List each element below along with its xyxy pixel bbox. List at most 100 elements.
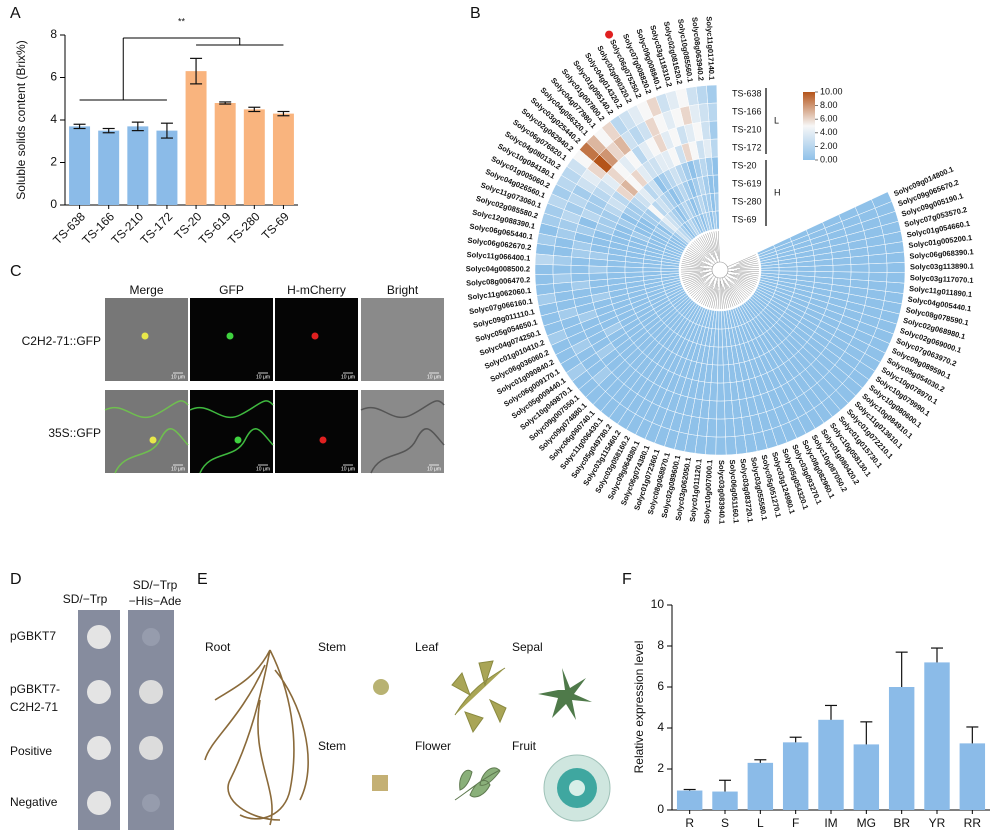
dendrogram <box>724 289 730 309</box>
dendrogram <box>697 237 716 264</box>
dendrogram <box>695 283 710 301</box>
x-tick-label: RR <box>964 816 982 830</box>
dendrogram <box>722 286 728 309</box>
micrograph <box>105 298 188 381</box>
y-axis-label: Soluble solids content (Brix%) <box>14 40 28 199</box>
stem-photo <box>372 775 388 791</box>
dendrogram <box>681 271 713 277</box>
dendrogram <box>720 280 723 309</box>
cell-outline <box>104 400 189 474</box>
dendrogram <box>738 256 757 264</box>
heat-cell <box>868 262 888 273</box>
dendrogram <box>699 276 716 304</box>
dendrogram <box>728 280 745 301</box>
dendrogram <box>733 260 758 267</box>
row-label: pGBKT7- <box>10 682 60 696</box>
dendrogram <box>701 279 715 305</box>
heat-cell <box>570 256 590 267</box>
heat-cell <box>814 265 834 272</box>
heat-cell <box>570 265 590 275</box>
dendrogram <box>705 233 717 260</box>
colorbar-label: 0.00 <box>820 154 838 164</box>
heat-cell <box>606 266 626 274</box>
bar <box>69 126 91 205</box>
heat-cell <box>706 418 717 438</box>
cell-outline <box>189 400 274 474</box>
dendrogram <box>723 280 734 307</box>
colorbar-label: 2.00 <box>820 141 838 151</box>
photo-label: Stem <box>318 640 346 654</box>
dendrogram <box>727 273 756 287</box>
heat-cell <box>717 364 725 384</box>
row-label: C2H2-71 <box>10 700 58 714</box>
significance: ** <box>178 16 186 26</box>
scale-bar-label: 10 μm <box>256 374 270 380</box>
dendrogram <box>727 285 738 306</box>
dendrogram <box>726 278 744 302</box>
dendrogram <box>734 278 754 291</box>
dendrogram <box>681 267 710 270</box>
dendrogram <box>730 262 759 269</box>
sepal-photo <box>538 668 592 720</box>
x-tick-label: YR <box>929 816 946 830</box>
dendrogram <box>685 250 706 262</box>
bar <box>924 662 950 810</box>
ring-label: TS-69 <box>732 214 757 224</box>
x-tick-label: L <box>757 816 764 830</box>
colorbar-label: 6.00 <box>820 114 838 124</box>
dendrogram <box>692 277 713 298</box>
flower-photo <box>454 767 501 801</box>
x-tick-label: F <box>792 816 799 830</box>
bar <box>782 742 809 810</box>
y-tick-label: 6 <box>50 70 57 84</box>
bar <box>712 791 738 810</box>
column-header: H-mCherry <box>287 283 346 297</box>
row-label: C2H2-71::GFP <box>22 334 101 348</box>
heat-cell <box>886 272 906 284</box>
row-label: pGBKT7 <box>10 629 56 643</box>
ring-label: TS-638 <box>732 88 762 98</box>
panel-label: F <box>622 571 632 588</box>
heat-cell <box>588 265 608 274</box>
dendrogram <box>689 245 714 266</box>
cell-outline <box>360 400 445 474</box>
dendrogram <box>733 270 759 272</box>
dendrogram <box>681 260 704 267</box>
y-tick-label: 8 <box>50 27 57 41</box>
photo-label: Root <box>205 640 231 654</box>
column-header: SD/−Trp <box>63 592 108 606</box>
photo-label: Leaf <box>415 640 439 654</box>
y-tick-label: 8 <box>657 638 664 652</box>
dendrogram <box>699 236 710 254</box>
dendrogram <box>684 252 703 262</box>
heat-cell <box>709 382 718 402</box>
dendrogram <box>711 231 717 254</box>
row-label: 35S::GFP <box>48 426 101 440</box>
dendrogram <box>736 274 758 281</box>
bar <box>272 113 294 205</box>
highlight-dot <box>605 30 614 39</box>
dendrogram <box>683 256 710 267</box>
dendrogram <box>685 275 711 290</box>
dendrogram <box>725 275 750 296</box>
root-photo <box>204 649 309 826</box>
x-tick-label: TS-172 <box>138 209 176 247</box>
heat-cell <box>850 263 870 273</box>
gene-label: Solyc11g017140.1 <box>704 16 716 80</box>
dendrogram <box>688 247 712 264</box>
colorbar <box>803 92 815 160</box>
photo-label: Fruit <box>512 739 537 753</box>
dendrogram <box>736 258 758 266</box>
photo-label: Sepal <box>512 640 543 654</box>
y-tick-label: 2 <box>50 155 57 169</box>
nucleus <box>311 332 319 340</box>
heat-cell <box>624 266 644 273</box>
colony <box>87 736 111 760</box>
y-tick-label: 6 <box>657 679 664 693</box>
heat-cell <box>832 264 852 273</box>
dendrogram <box>717 289 720 309</box>
fruit-photo <box>569 780 585 796</box>
dendrogram <box>682 258 707 267</box>
dendrogram <box>707 232 718 263</box>
stem-photo <box>373 679 389 695</box>
